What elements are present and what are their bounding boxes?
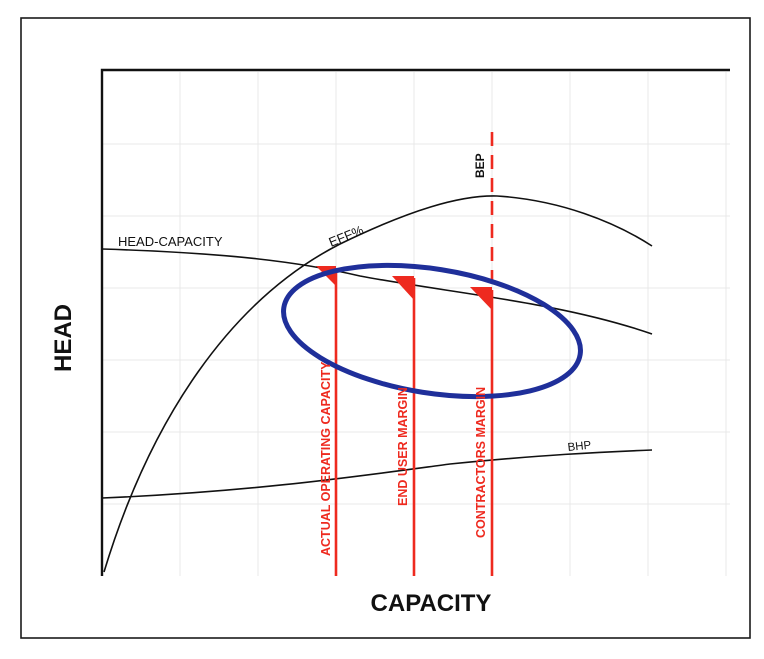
end-user-margin-marker: [392, 276, 414, 300]
end-user-margin-label: END USER MARGIN: [396, 387, 410, 506]
chart-axes: [100, 68, 730, 576]
efficiency-curve: [103, 195, 653, 573]
figure-frame: [20, 17, 751, 639]
bhp-curve: [101, 449, 653, 499]
x-axis-title: CAPACITY: [371, 590, 492, 617]
bhp-label: BHP: [567, 440, 592, 454]
head-capacity-label: HEAD-CAPACITY: [118, 234, 223, 249]
y-axis-title: HEAD: [50, 304, 77, 372]
bep-label: BEP: [473, 153, 487, 178]
contractors-margin-label: CONTRACTORS MARGIN: [474, 387, 488, 538]
actual-operating-capacity-label: ACTUAL OPERATING CAPACITY: [319, 361, 333, 556]
operating-zone-highlight: [281, 262, 583, 400]
head-capacity-curve: [101, 248, 653, 335]
contractors-margin-marker: [470, 287, 492, 310]
